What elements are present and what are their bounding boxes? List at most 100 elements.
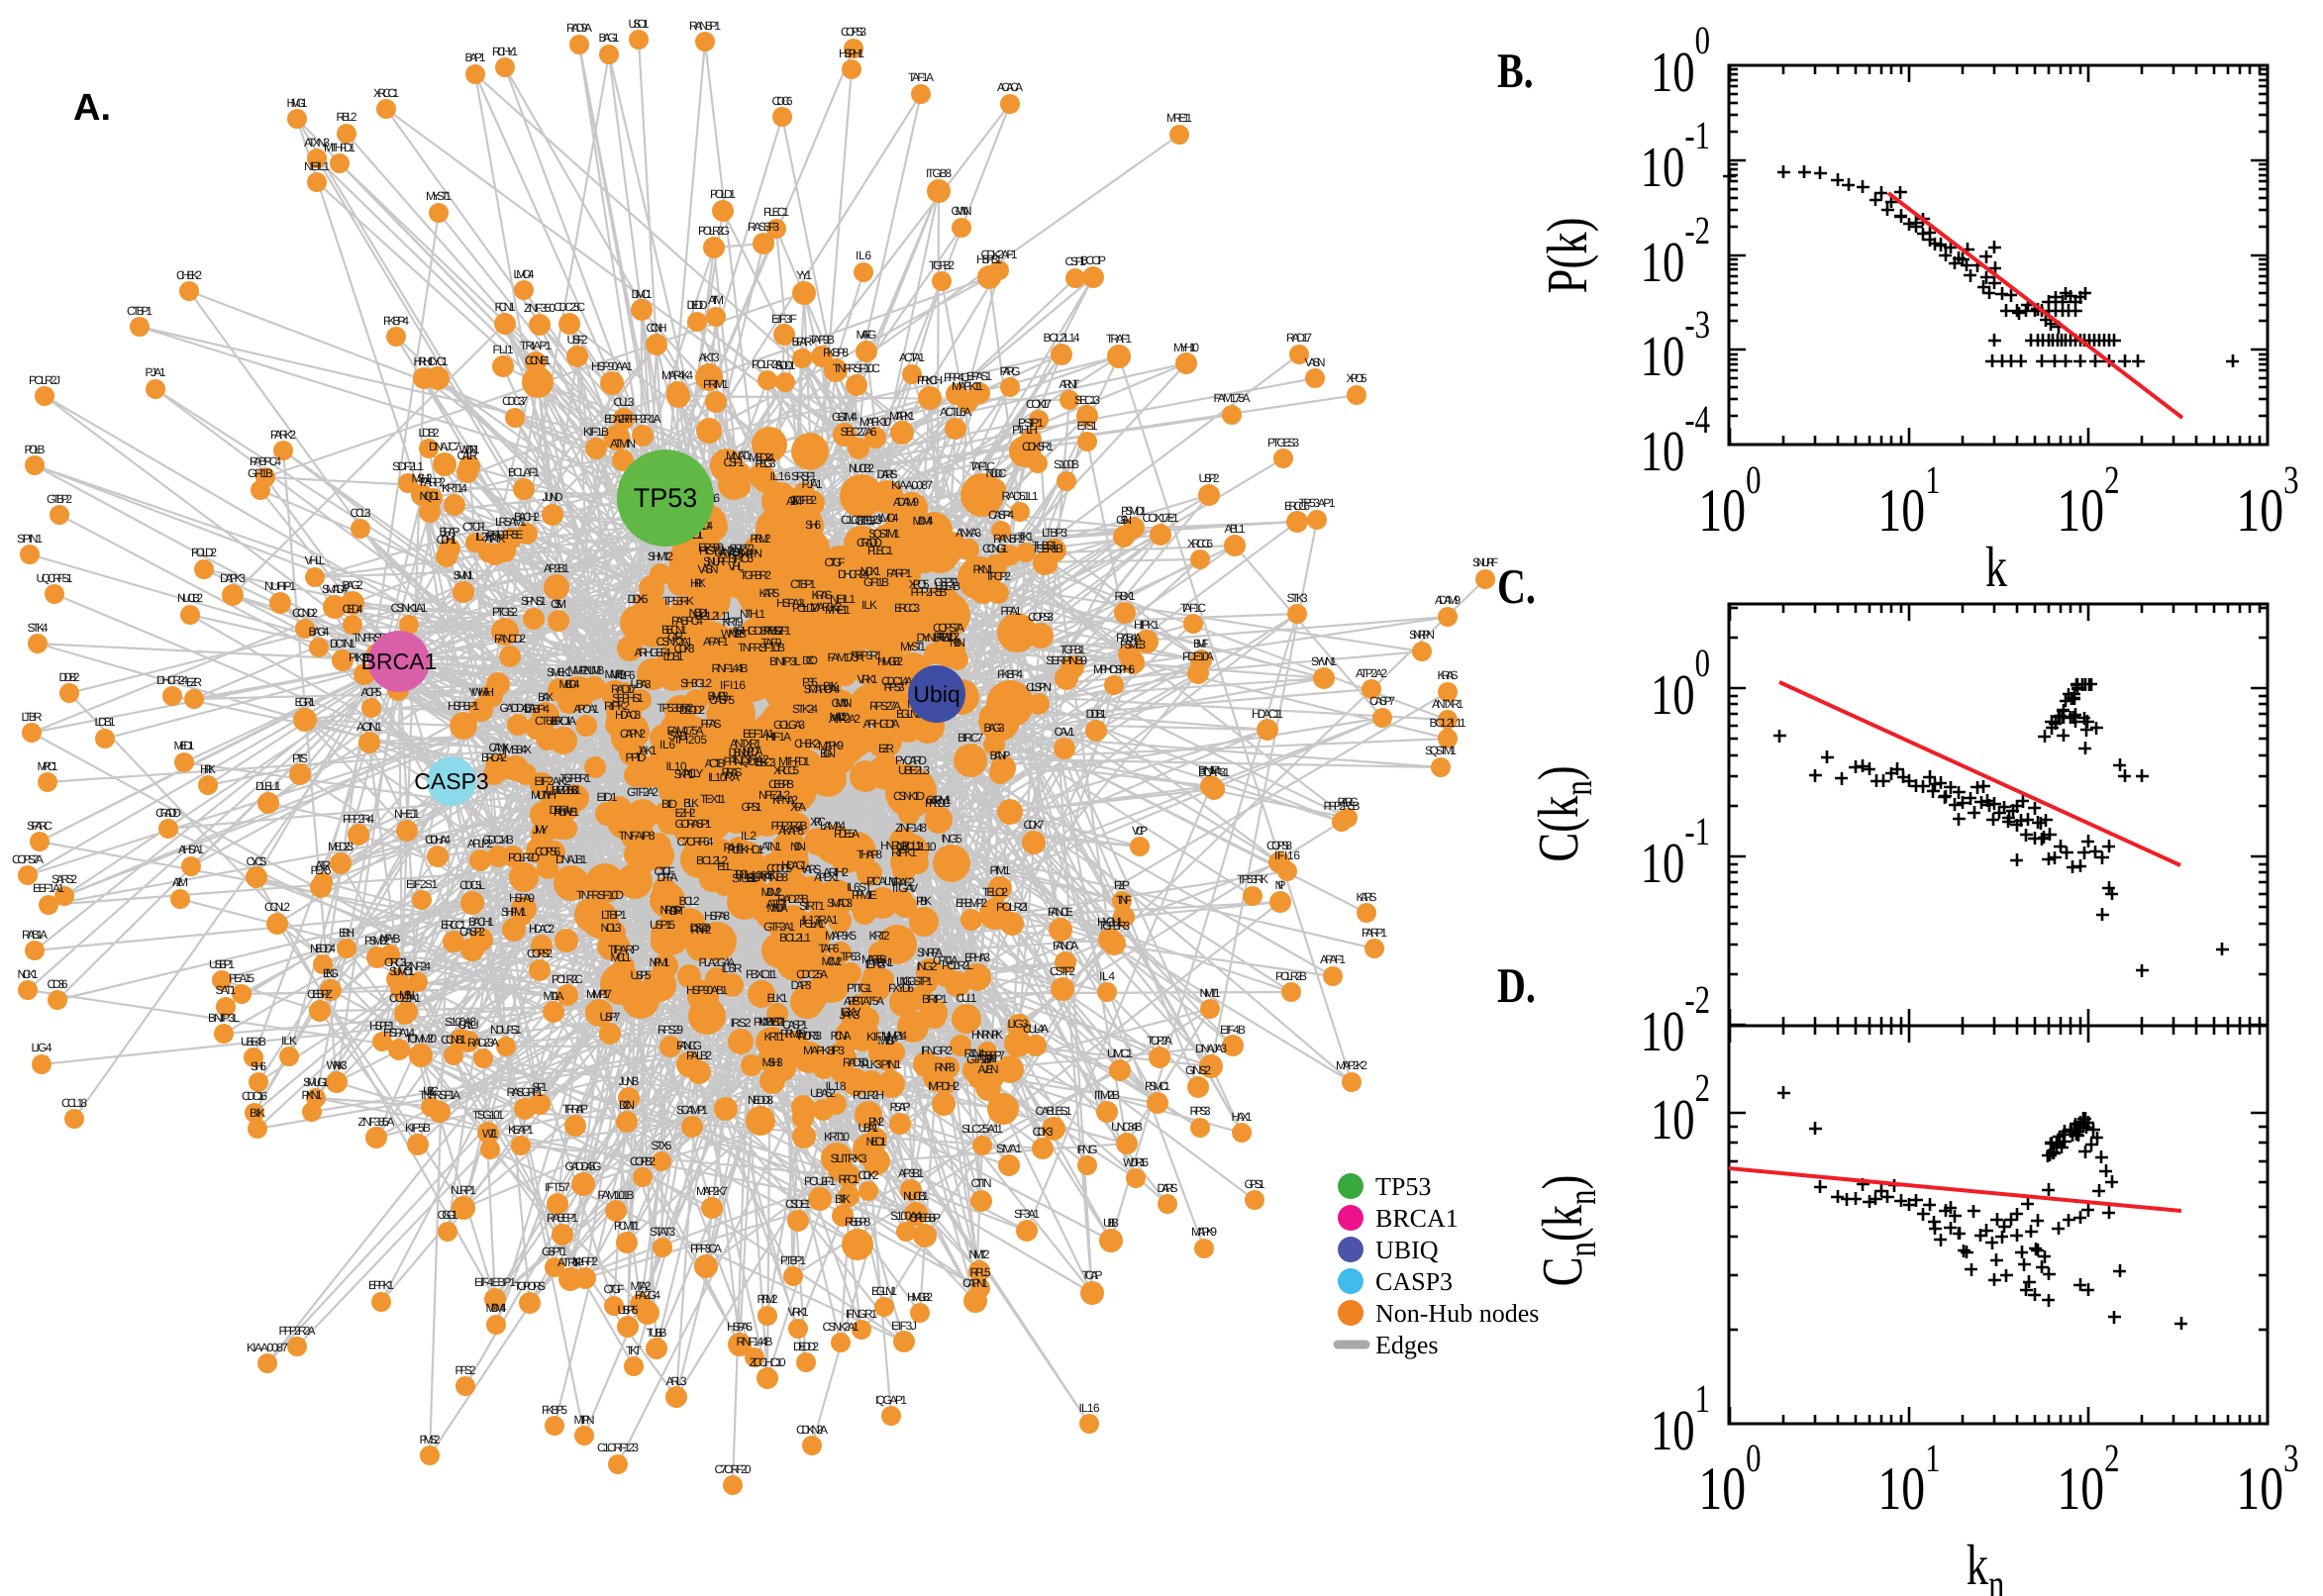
svg-text:ATM: ATM: [708, 293, 724, 307]
svg-text:CDK3: CDK3: [1033, 1125, 1054, 1139]
svg-text:MAPK10: MAPK10: [859, 415, 891, 429]
svg-text:TP63: TP63: [841, 949, 861, 963]
svg-text:DCN: DCN: [619, 1098, 635, 1112]
svg-text:KIF5B: KIF5B: [405, 1121, 431, 1135]
svg-text:TDG: TDG: [733, 867, 749, 881]
svg-text:GSPT1: GSPT1: [934, 575, 960, 589]
svg-text:POLD2: POLD2: [792, 601, 818, 615]
svg-text:CDKN2A: CDKN2A: [796, 1423, 828, 1437]
svg-text:KIAA0087: KIAA0087: [247, 1341, 288, 1354]
svg-text:BIRC7: BIRC7: [958, 731, 983, 745]
svg-text:PSMC1: PSMC1: [1145, 1079, 1170, 1093]
svg-text:APP: APP: [844, 994, 859, 1008]
svg-text:CDK2: CDK2: [858, 1168, 879, 1182]
svg-text:CSNK2A1: CSNK2A1: [823, 1320, 859, 1334]
svg-text:RIPK2: RIPK2: [604, 699, 630, 713]
svg-text:UBE2L3: UBE2L3: [898, 763, 930, 777]
svg-text:RAD51L1: RAD51L1: [1002, 489, 1039, 503]
svg-text:RABEP1: RABEP1: [547, 1211, 578, 1225]
svg-text:HSPA14: HSPA14: [383, 1026, 415, 1040]
svg-text:RAD9A: RAD9A: [566, 21, 592, 35]
svg-text:GORASP1: GORASP1: [675, 817, 712, 831]
svg-text:SEC13: SEC13: [1074, 393, 1100, 407]
svg-text:SNRPA: SNRPA: [917, 946, 943, 959]
svg-text:BNIP3L: BNIP3L: [769, 654, 801, 668]
svg-text:STK3: STK3: [1287, 591, 1308, 605]
svg-text:KARS: KARS: [759, 586, 780, 600]
svg-text:TP53RK: TP53RK: [662, 594, 694, 608]
svg-text:SQSTM1: SQSTM1: [868, 527, 900, 541]
svg-text:EDA2R: EDA2R: [604, 412, 630, 426]
svg-text:PSIP1: PSIP1: [1018, 416, 1044, 430]
svg-text:EPPK1: EPPK1: [368, 1278, 394, 1292]
svg-text:RPS27A: RPS27A: [869, 699, 901, 713]
svg-text:SNRPN: SNRPN: [1409, 628, 1435, 642]
svg-text:MAP2K7: MAP2K7: [696, 1184, 728, 1198]
svg-text:CCL3: CCL3: [351, 506, 371, 520]
svg-text:BRAP: BRAP: [440, 525, 460, 539]
svg-text:CTCFL: CTCFL: [462, 520, 488, 534]
svg-text:EEF1A1: EEF1A1: [33, 881, 64, 895]
svg-text:TP53RK: TP53RK: [1237, 872, 1268, 886]
svg-text:SMEK1: SMEK1: [547, 665, 572, 679]
svg-text:RPS3: RPS3: [884, 680, 905, 694]
svg-text:CTCF: CTCF: [655, 864, 675, 878]
svg-text:EZR: EZR: [186, 675, 202, 689]
svg-text:FAM175A: FAM175A: [1214, 391, 1251, 405]
svg-text:MED24: MED24: [749, 450, 774, 464]
svg-text:IRS2: IRS2: [731, 1016, 752, 1030]
svg-text:IL16: IL16: [1079, 1401, 1100, 1415]
svg-text:MADD: MADD: [830, 710, 851, 724]
svg-text:NLRP1: NLRP1: [451, 1183, 476, 1197]
svg-text:PARP1: PARP1: [1362, 926, 1387, 940]
svg-text:KRAS: KRAS: [1438, 668, 1459, 682]
svg-text:USO1: USO1: [629, 17, 650, 31]
svg-text:LMO4: LMO4: [514, 267, 535, 281]
svg-text:ERO1A: ERO1A: [551, 714, 576, 728]
svg-text:CDC5L: CDC5L: [459, 878, 485, 892]
svg-text:RPS3: RPS3: [1190, 1104, 1211, 1118]
svg-text:GTBP2: GTBP2: [47, 492, 72, 506]
svg-text:PSME3: PSME3: [1120, 638, 1146, 651]
svg-text:IL18: IL18: [826, 1079, 847, 1093]
svg-text:SMARCA4: SMARCA4: [804, 682, 841, 696]
svg-text:DEDD2: DEDD2: [793, 1340, 819, 1353]
svg-text:FAM101B: FAM101B: [598, 1188, 635, 1202]
svg-text:SKP1: SKP1: [674, 767, 695, 781]
svg-text:NPM1: NPM1: [650, 955, 670, 969]
svg-text:VHLL: VHLL: [305, 553, 326, 567]
svg-text:YWHAH: YWHAH: [468, 685, 494, 699]
svg-text:RNF144B: RNF144B: [737, 1335, 773, 1348]
svg-text:SERPINB8: SERPINB8: [747, 870, 788, 884]
svg-text:ATRIP: ATRIP: [557, 1255, 583, 1269]
svg-text:JUND: JUND: [543, 490, 563, 504]
svg-text:BCL2L2: BCL2L2: [696, 853, 728, 867]
svg-text:PTBP1: PTBP1: [780, 1253, 806, 1267]
svg-text:PLK3: PLK3: [861, 1057, 882, 1071]
svg-text:MTA2: MTA2: [631, 1279, 652, 1293]
svg-text:CALR: CALR: [457, 449, 478, 462]
svg-text:ACACA: ACACA: [997, 80, 1023, 94]
svg-text:NMT1: NMT1: [1200, 986, 1221, 1000]
svg-text:MTPN: MTPN: [574, 1413, 595, 1427]
svg-text:HNRNPUL1: HNRNPUL1: [880, 839, 922, 852]
svg-text:PEA15: PEA15: [229, 971, 254, 985]
svg-text:EIF2S1: EIF2S1: [406, 877, 438, 891]
svg-text:HDAC2: HDAC2: [529, 922, 555, 936]
svg-text:UBE4B: UBE4B: [935, 579, 960, 593]
svg-text:ACTA1: ACTA1: [899, 350, 925, 364]
svg-text:GFI1B: GFI1B: [248, 466, 273, 480]
svg-text:UBA52: UBA52: [810, 1086, 836, 1100]
svg-text:CDK7: CDK7: [1024, 818, 1045, 832]
svg-text:HNRNPK: HNRNPK: [971, 1028, 1003, 1042]
svg-text:NPDA: NPDA: [743, 745, 763, 758]
svg-text:C7ORF64: C7ORF64: [677, 835, 714, 848]
svg-text:ACTB: ACTB: [705, 756, 726, 770]
svg-text:DLEU1: DLEU1: [255, 779, 281, 793]
svg-text:IL2: IL2: [741, 829, 757, 843]
svg-text:CHEK2: CHEK2: [794, 737, 820, 750]
svg-text:PJA1: PJA1: [802, 477, 823, 491]
svg-text:CTTN: CTTN: [971, 1176, 992, 1190]
svg-text:TFCP2: TFCP2: [985, 569, 1011, 583]
svg-text:UBA3: UBA3: [631, 677, 652, 691]
